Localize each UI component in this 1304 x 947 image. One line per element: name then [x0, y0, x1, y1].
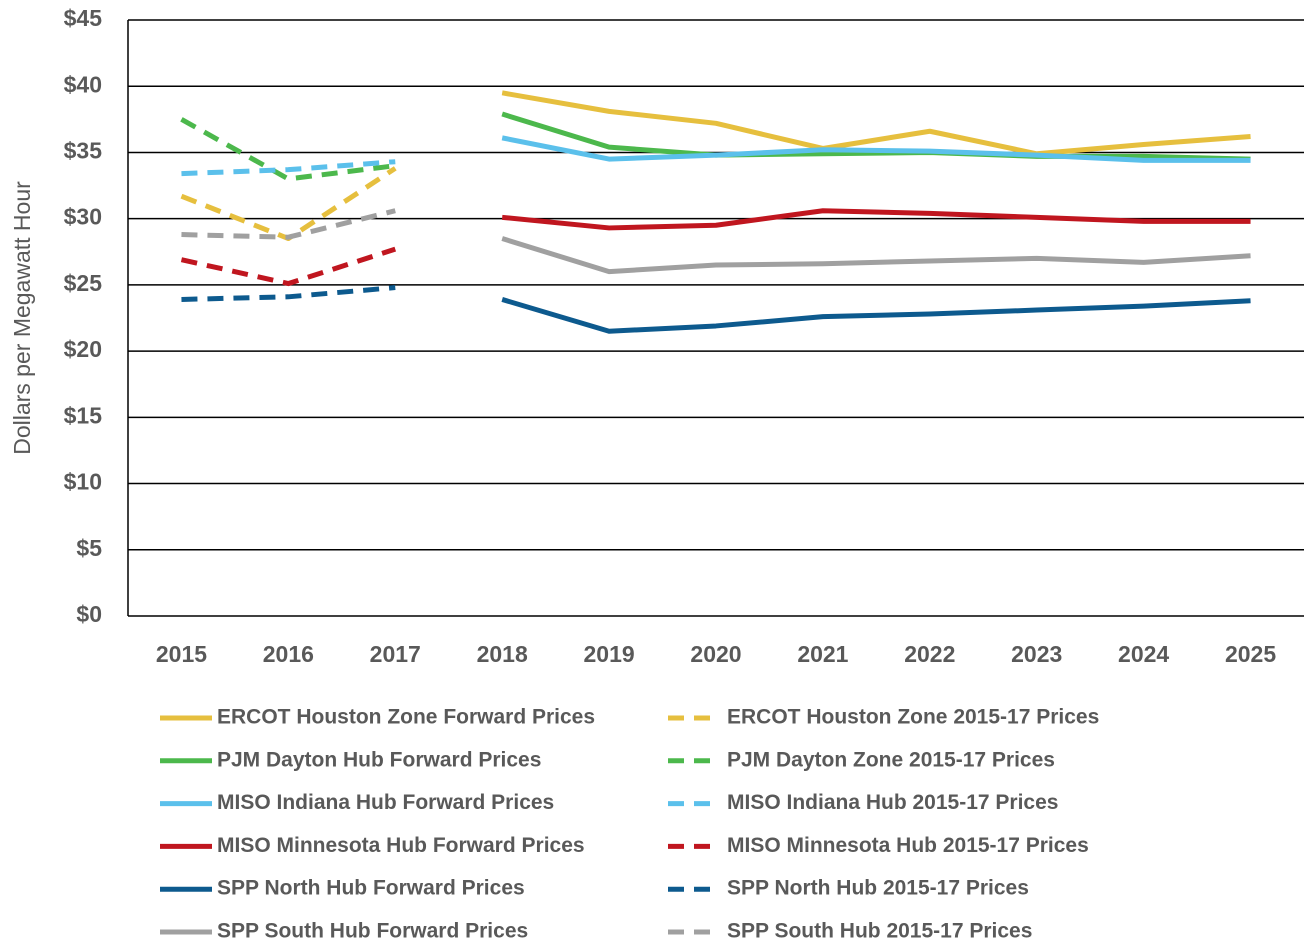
- x-tick-label: 2017: [370, 641, 421, 667]
- x-tick-label: 2018: [477, 641, 528, 667]
- series-line: [181, 285, 396, 302]
- y-tick-label: $15: [64, 402, 103, 428]
- series-line: [501, 208, 1251, 231]
- legend-label: PJM Dayton Zone 2015-17 Prices: [727, 748, 1055, 771]
- x-tick-label: 2016: [263, 641, 314, 667]
- legend-label: SPP North Hub 2015-17 Prices: [727, 877, 1029, 900]
- legend-label: SPP North Hub Forward Prices: [217, 877, 525, 900]
- x-tick-label: 2021: [797, 641, 848, 667]
- y-tick-label: $45: [64, 5, 103, 31]
- y-axis-label: Dollars per Megawatt Hour: [9, 181, 35, 455]
- x-tick-label: 2020: [690, 641, 741, 667]
- x-tick-label: 2024: [1118, 641, 1169, 667]
- legend-label: ERCOT Houston Zone Forward Prices: [217, 706, 595, 729]
- legend-label: MISO Indiana Hub Forward Prices: [217, 791, 554, 814]
- series-line: [501, 236, 1251, 275]
- series-line: [180, 246, 397, 287]
- y-tick-label: $35: [64, 138, 103, 164]
- series-line: [180, 117, 396, 182]
- y-tick-label: $30: [64, 204, 102, 230]
- series-line: [501, 111, 1251, 162]
- legend-label: SPP South Hub Forward Prices: [217, 920, 528, 942]
- series-line: [180, 166, 397, 242]
- y-tick-label: $20: [64, 336, 102, 362]
- legend-label: ERCOT Houston Zone 2015-17 Prices: [727, 706, 1099, 729]
- legend-label: MISO Minnesota Hub 2015-17 Prices: [727, 834, 1089, 857]
- series-line: [181, 159, 396, 177]
- legend-label: MISO Minnesota Hub Forward Prices: [217, 834, 585, 857]
- x-tick-label: 2023: [1011, 641, 1062, 667]
- y-tick-label: $25: [64, 270, 103, 296]
- y-tick-label: $0: [76, 601, 102, 627]
- x-tick-label: 2025: [1225, 641, 1276, 667]
- y-tick-label: $5: [76, 535, 102, 561]
- x-tick-label: 2022: [904, 641, 955, 667]
- series-line: [501, 297, 1251, 334]
- x-tick-label: 2015: [156, 641, 207, 667]
- series-line: [501, 90, 1251, 157]
- legend-label: MISO Indiana Hub 2015-17 Prices: [727, 791, 1058, 814]
- x-tick-label: 2019: [584, 641, 635, 667]
- legend-label: PJM Dayton Hub Forward Prices: [217, 748, 541, 771]
- series-line: [181, 208, 396, 240]
- y-tick-label: $40: [64, 71, 102, 97]
- legend-label: SPP South Hub 2015-17 Prices: [727, 920, 1032, 942]
- y-tick-label: $10: [64, 469, 102, 495]
- series-line: [501, 135, 1251, 163]
